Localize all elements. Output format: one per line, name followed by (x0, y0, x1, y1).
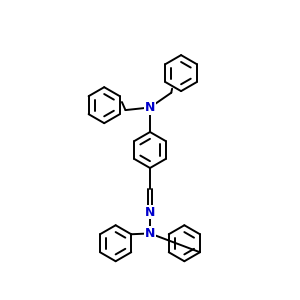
Text: N: N (145, 101, 155, 114)
Text: N: N (145, 227, 155, 240)
Text: N: N (145, 206, 155, 219)
